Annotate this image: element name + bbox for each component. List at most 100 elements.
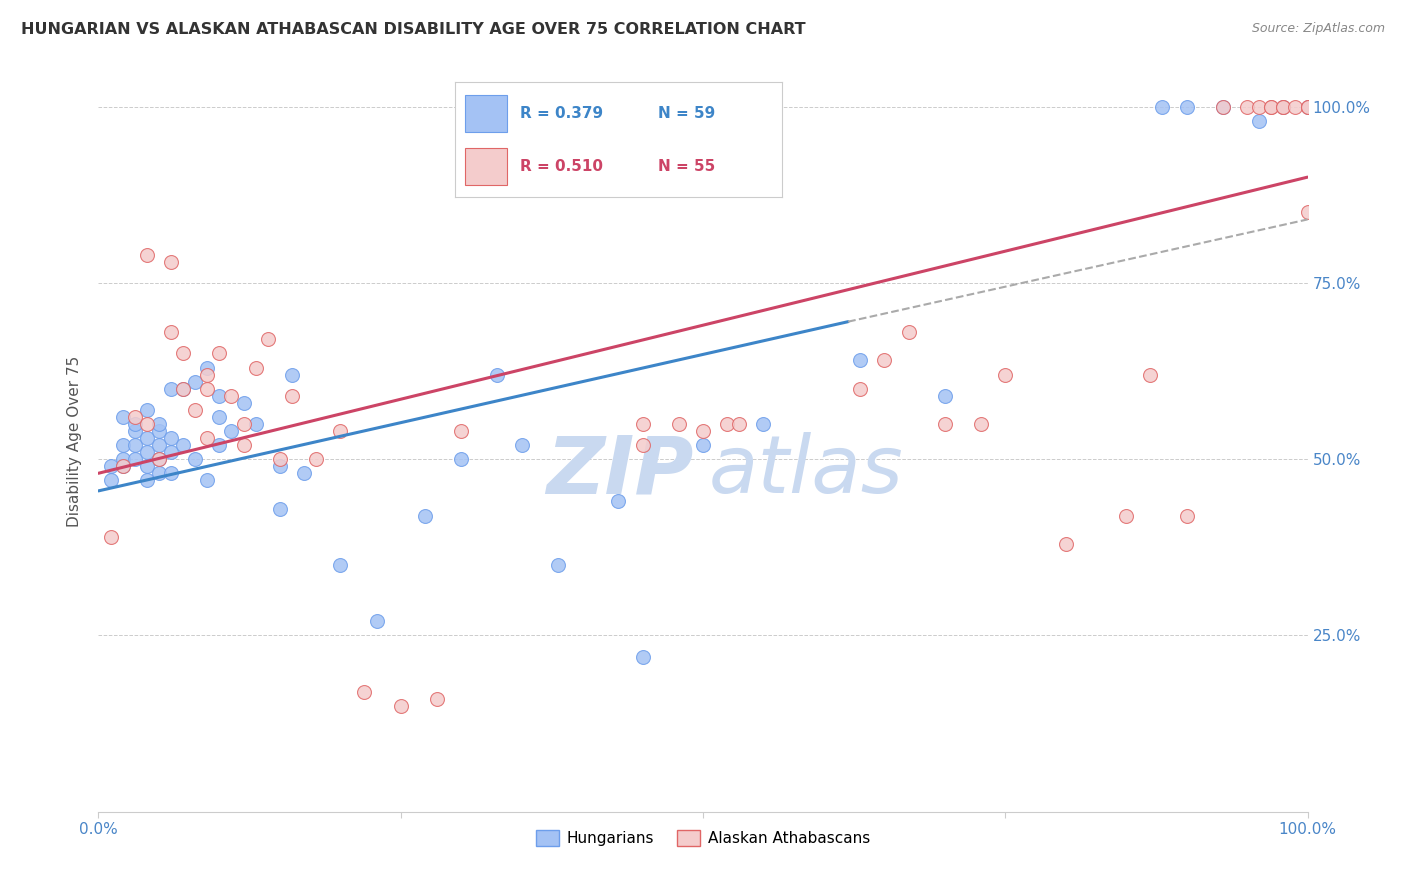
Point [486,368,509,382]
Point [195,382,218,396]
Point [135,473,157,487]
Point [135,248,157,262]
Point [184,375,207,389]
Point [160,325,183,339]
Point [100,473,122,487]
Point [1152,100,1174,114]
Point [111,438,134,452]
Point [195,431,218,445]
Point [1236,100,1258,114]
Point [195,473,218,487]
Point [172,382,194,396]
Point [232,417,254,431]
Point [1296,100,1319,114]
Point [897,325,920,339]
Point [208,409,231,424]
Point [1296,100,1319,114]
Point [135,445,157,459]
Point [245,360,267,375]
Point [124,417,146,431]
Point [148,438,170,452]
Point [172,382,194,396]
Point [849,382,872,396]
Point [692,424,714,438]
Point [100,459,122,474]
Text: HUNGARIAN VS ALASKAN ATHABASCAN DISABILITY AGE OVER 75 CORRELATION CHART: HUNGARIAN VS ALASKAN ATHABASCAN DISABILI… [21,22,806,37]
Point [547,558,569,572]
Point [716,417,738,431]
Point [1212,100,1234,114]
Point [389,698,412,713]
Point [184,452,207,467]
Point [221,389,243,403]
Point [148,417,170,431]
Point [195,368,218,382]
Point [195,360,218,375]
Point [1212,100,1234,114]
Point [111,452,134,467]
Point [1175,100,1198,114]
Point [135,431,157,445]
Point [100,530,122,544]
Point [1272,100,1295,114]
Point [281,389,304,403]
Point [1249,100,1271,114]
Point [160,254,183,268]
Point [148,424,170,438]
Point [668,417,690,431]
Legend: Hungarians, Alaskan Athabascans: Hungarians, Alaskan Athabascans [530,824,876,852]
Point [970,417,993,431]
Point [631,438,654,452]
Point [148,452,170,467]
Point [1296,100,1319,114]
Point [631,649,654,664]
Point [160,431,183,445]
Point [124,438,146,452]
Point [245,417,267,431]
Point [221,424,243,438]
Point [329,424,352,438]
Point [305,452,328,467]
Point [148,467,170,481]
Point [269,501,291,516]
Point [124,424,146,438]
Point [124,409,146,424]
Point [1249,113,1271,128]
Point [292,467,315,481]
Point [208,438,231,452]
Point [510,438,533,452]
Point [450,424,472,438]
Point [1272,100,1295,114]
Point [873,353,896,368]
Point [1175,508,1198,523]
Point [1260,100,1282,114]
Point [124,452,146,467]
Point [752,417,775,431]
Point [135,459,157,474]
Point [1054,537,1077,551]
Point [111,459,134,474]
Text: ZIP: ZIP [546,432,693,510]
Point [111,459,134,474]
Point [269,459,291,474]
Point [1139,368,1161,382]
Point [994,368,1017,382]
Point [1272,100,1295,114]
Point [1296,205,1319,219]
Point [1260,100,1282,114]
Point [849,353,872,368]
Point [426,692,449,706]
Point [160,382,183,396]
Point [148,452,170,467]
Point [135,417,157,431]
Point [1115,508,1137,523]
Point [1284,100,1306,114]
Point [450,452,472,467]
Point [111,409,134,424]
Point [172,346,194,360]
Point [607,494,630,508]
Text: Source: ZipAtlas.com: Source: ZipAtlas.com [1251,22,1385,36]
Point [208,389,231,403]
Point [256,332,278,346]
Y-axis label: Disability Age Over 75: Disability Age Over 75 [67,356,83,527]
